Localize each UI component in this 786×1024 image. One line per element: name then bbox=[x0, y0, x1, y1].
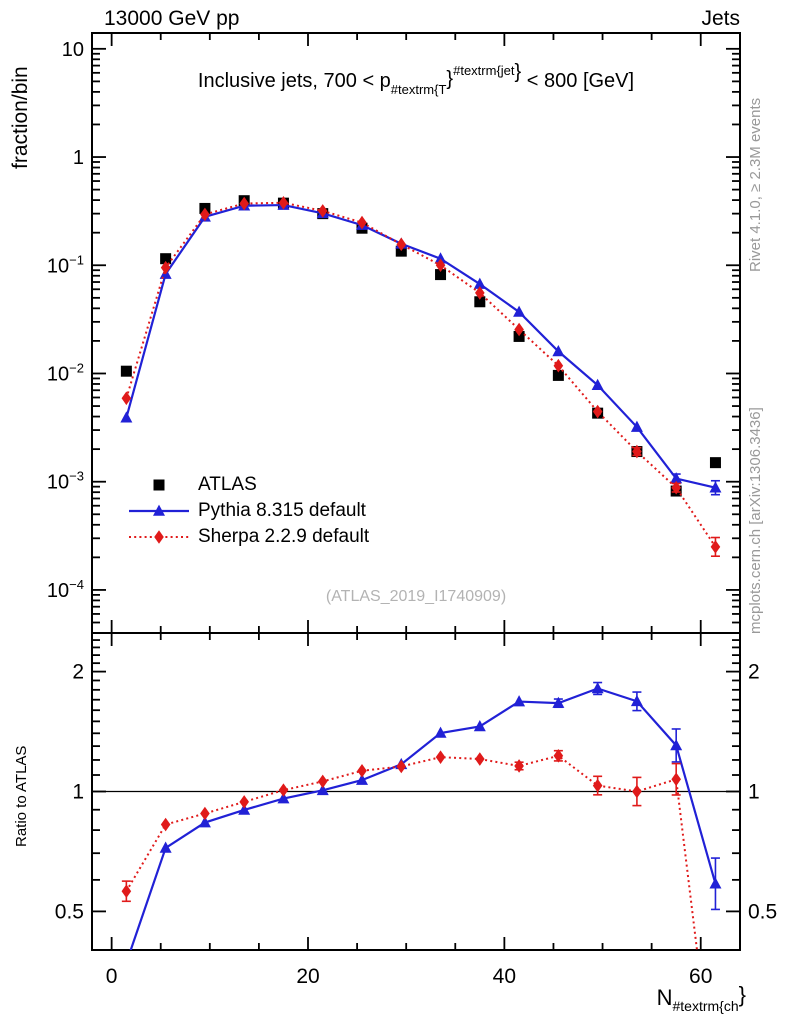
svg-text:0.5: 0.5 bbox=[55, 900, 84, 923]
y-axis-title-main: fraction/bin bbox=[9, 66, 32, 169]
x-axis-title-subscript: #textrm{ch bbox=[672, 998, 739, 1014]
legend-item-sherpa: Sherpa 2.2.9 default bbox=[128, 524, 369, 550]
x-axis-title-brace: } bbox=[738, 982, 746, 1007]
analysis-id-watermark: (ATLAS_2019_I1740909) bbox=[325, 588, 507, 605]
ratio-series-pythia-8-315-default bbox=[129, 681, 722, 950]
pythia-triangle-marker-icon bbox=[128, 502, 190, 520]
svg-text:40: 40 bbox=[493, 965, 516, 988]
legend-label: Sherpa 2.2.9 default bbox=[198, 526, 370, 547]
svg-text:0.5: 0.5 bbox=[748, 900, 777, 923]
analysis-group-label: Jets bbox=[701, 7, 740, 30]
plot-title-prefix: Inclusive jets, 700 < p bbox=[197, 70, 391, 92]
plot-title-brace2: } bbox=[514, 61, 522, 83]
svg-text:1: 1 bbox=[748, 781, 760, 804]
plot-title: Inclusive jets, 700 < p#textrm{T}#textrm… bbox=[92, 61, 740, 97]
svg-text:2: 2 bbox=[72, 661, 84, 684]
svg-text:0: 0 bbox=[106, 965, 118, 988]
plot-title-subscript: #textrm{T bbox=[390, 82, 447, 97]
legend-label: Pythia 8.315 default bbox=[198, 500, 366, 521]
svg-text:10−2: 10−2 bbox=[47, 360, 84, 385]
legend-label: ATLAS bbox=[198, 474, 257, 495]
svg-text:10−1: 10−1 bbox=[47, 252, 84, 277]
plot-title-superscript: #textrm{jet bbox=[453, 63, 515, 78]
y-axis-main-ticks bbox=[92, 47, 740, 634]
atlas-square-marker-icon bbox=[128, 476, 190, 494]
svg-text:10: 10 bbox=[62, 39, 84, 61]
svg-text:10−3: 10−3 bbox=[47, 469, 84, 494]
y-axis-main-tick-labels: 10 1 10−1 10−2 10−3 10−4 bbox=[47, 39, 84, 602]
mcplots-arxiv-note: mcplots.cern.ch [arXiv:1306.3436] bbox=[747, 407, 764, 634]
svg-text:1: 1 bbox=[73, 147, 84, 169]
svg-text:10−4: 10−4 bbox=[47, 577, 84, 602]
y-axis-ratio-tick-labels: 2 2 1 1 0.5 0.5 bbox=[55, 661, 777, 924]
y-axis-title-ratio: Ratio to ATLAS bbox=[13, 745, 30, 847]
svg-text:60: 60 bbox=[689, 965, 712, 988]
svg-text:1: 1 bbox=[72, 781, 84, 804]
beam-energy-label: 13000 GeV pp bbox=[104, 7, 240, 30]
rivet-version-note: Rivet 4.1.0, ≥ 2.3M events bbox=[747, 97, 764, 272]
x-axis-title-base: N bbox=[656, 985, 673, 1010]
ratio-series-sherpa-2-2-9-default bbox=[121, 749, 699, 950]
legend: ATLAS Pythia 8.315 default Sherpa 2.2.9 … bbox=[128, 472, 369, 550]
legend-item-pythia: Pythia 8.315 default bbox=[128, 498, 369, 524]
svg-text:2: 2 bbox=[748, 661, 760, 684]
y-axis-ratio-ticks bbox=[92, 639, 740, 951]
plot-title-suffix: < 800 [GeV] bbox=[521, 70, 635, 92]
legend-item-atlas: ATLAS bbox=[128, 472, 369, 498]
main-series-atlas bbox=[120, 195, 721, 497]
plot-title-brace1: } bbox=[446, 68, 454, 90]
main-series-pythia-8-315-default bbox=[120, 198, 722, 496]
sherpa-diamond-marker-icon bbox=[128, 528, 190, 546]
svg-text:20: 20 bbox=[296, 965, 319, 988]
main-series-sherpa-2-2-9-default bbox=[121, 195, 721, 558]
x-axis-tick-labels: 0 20 40 60 bbox=[106, 965, 713, 988]
x-axis-ticks bbox=[110, 33, 702, 950]
x-axis-title: N#textrm{ch} bbox=[657, 982, 746, 1014]
